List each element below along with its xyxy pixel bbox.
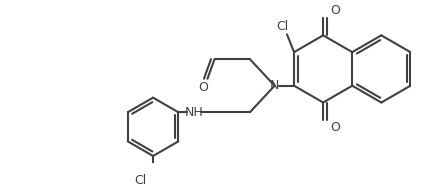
Text: O: O [330, 121, 341, 134]
Text: O: O [198, 81, 208, 94]
Text: N: N [270, 79, 279, 92]
Text: Cl: Cl [276, 20, 289, 33]
Text: NH: NH [185, 106, 204, 119]
Text: Cl: Cl [135, 174, 147, 185]
Text: O: O [330, 4, 341, 17]
